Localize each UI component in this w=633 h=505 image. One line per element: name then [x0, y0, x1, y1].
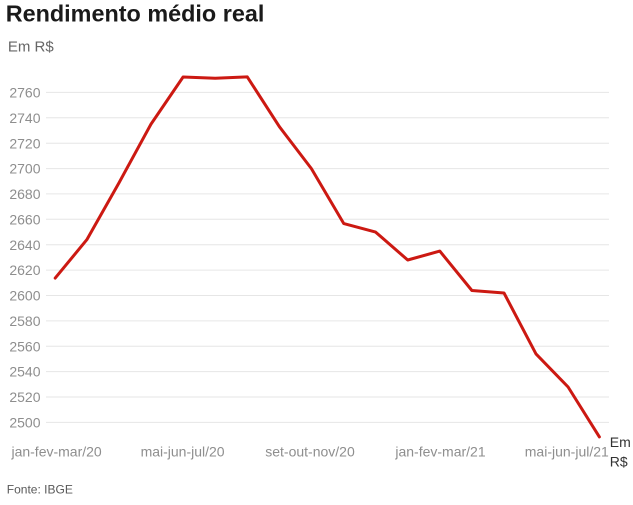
svg-text:2640: 2640 [9, 237, 40, 253]
svg-text:mai-jun-jul/21: mai-jun-jul/21 [525, 444, 609, 460]
svg-text:2700: 2700 [9, 161, 40, 177]
svg-text:Em: Em [610, 434, 631, 450]
svg-text:2580: 2580 [9, 313, 40, 329]
svg-text:mai-jun-jul/20: mai-jun-jul/20 [141, 444, 225, 460]
svg-text:2660: 2660 [9, 211, 40, 227]
svg-text:jan-fev-mar/20: jan-fev-mar/20 [10, 444, 101, 460]
svg-text:jan-fev-mar/21: jan-fev-mar/21 [394, 444, 485, 460]
svg-text:Em R$: Em R$ [8, 38, 55, 55]
svg-text:2760: 2760 [9, 85, 40, 101]
svg-text:2740: 2740 [9, 110, 40, 126]
svg-text:set-out-nov/20: set-out-nov/20 [265, 444, 355, 460]
svg-text:2520: 2520 [9, 389, 40, 405]
svg-text:R$: R$ [610, 454, 628, 470]
svg-text:2540: 2540 [9, 364, 40, 380]
svg-text:2720: 2720 [9, 135, 40, 151]
svg-text:2500: 2500 [9, 415, 40, 431]
svg-text:2600: 2600 [9, 288, 40, 304]
svg-text:2620: 2620 [9, 262, 40, 278]
svg-text:2560: 2560 [9, 338, 40, 354]
svg-text:2680: 2680 [9, 186, 40, 202]
svg-text:Rendimento médio real: Rendimento médio real [6, 1, 265, 27]
svg-text:Fonte: IBGE: Fonte: IBGE [7, 482, 73, 496]
